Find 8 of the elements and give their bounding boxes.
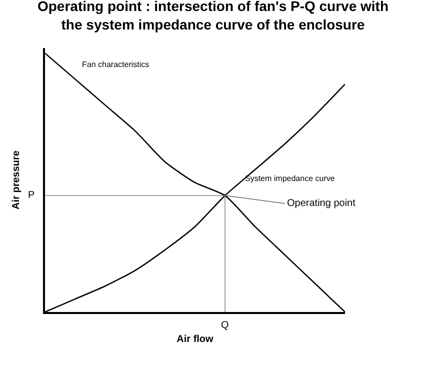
annotation: Operating point [287,198,356,209]
text: Q [221,320,229,331]
series-label: System impedance curve [245,174,336,183]
x-axis-title: Air flow [176,334,214,345]
y-axis-title: Air pressure [10,150,22,210]
chart-title: Operating point : intersection of fan's P-Q curve with the system impedance curve of the enclosure [37,0,389,32]
text: P [28,190,35,201]
series-label: Fan characteristics [82,60,150,69]
